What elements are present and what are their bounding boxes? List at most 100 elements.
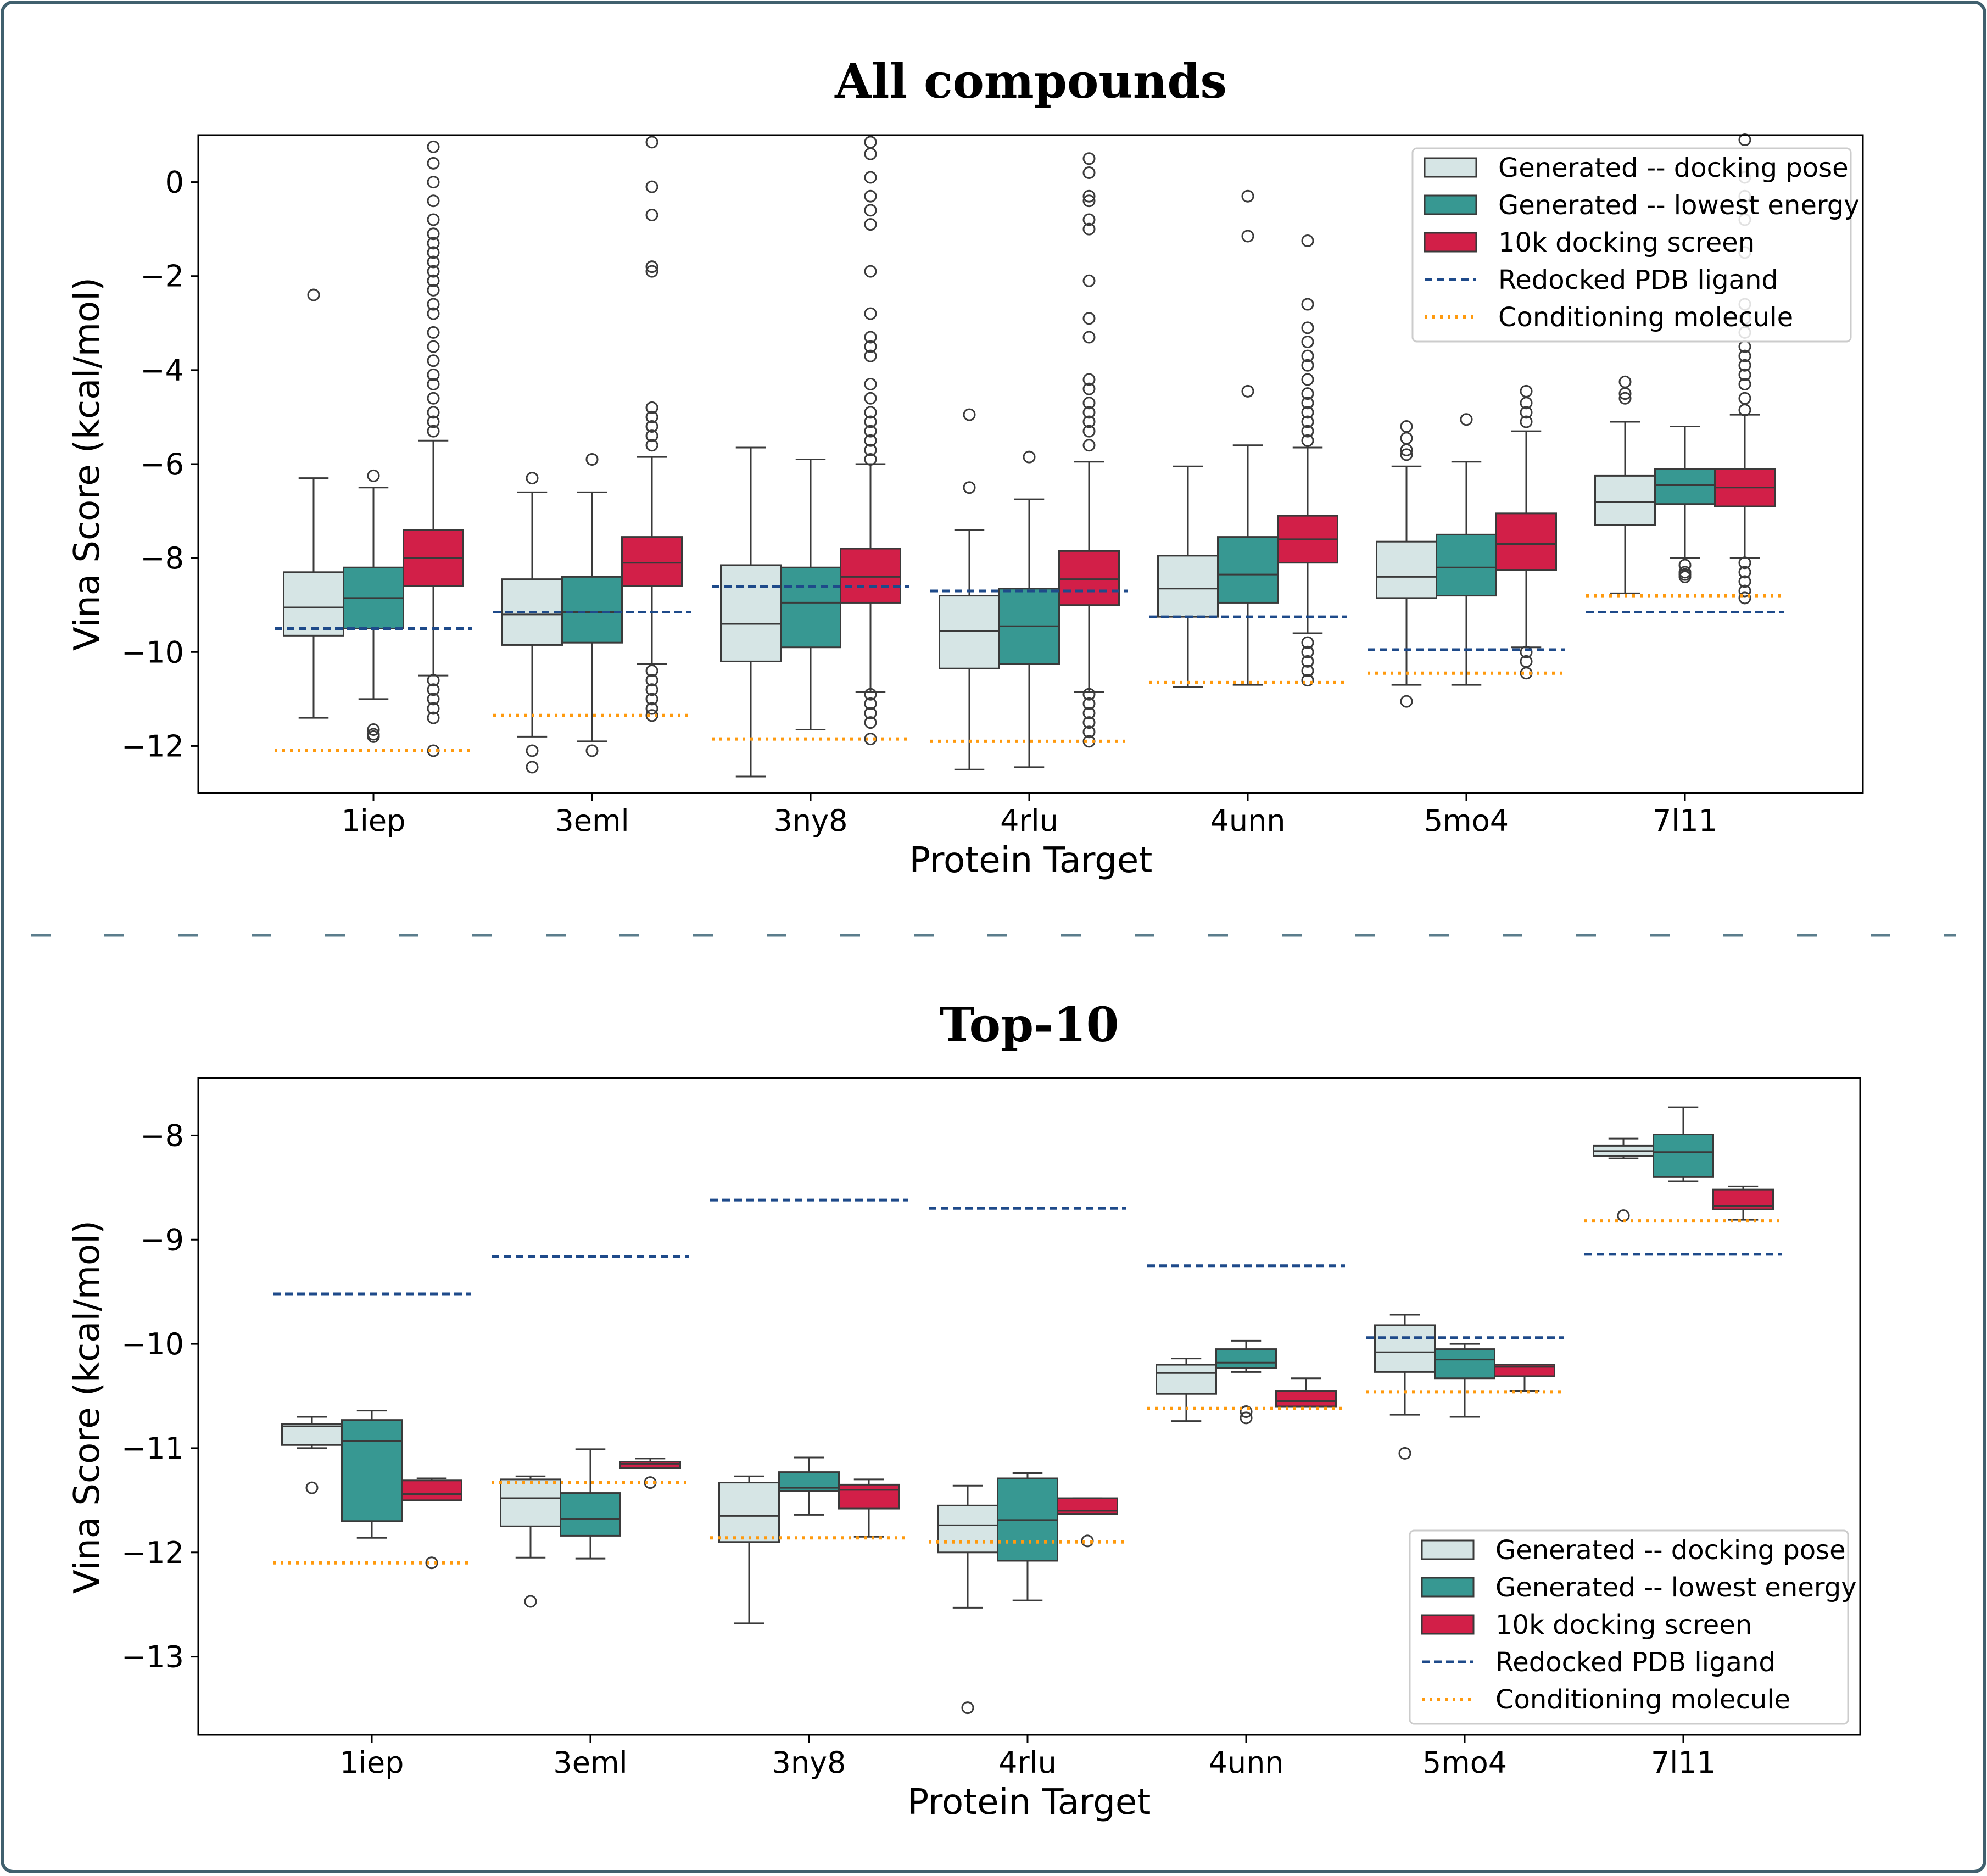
outlier-point <box>1301 349 1314 362</box>
box-3ny8-series-2 <box>840 136 901 746</box>
box-3ny8-series-0 <box>718 1475 780 1624</box>
outlier-point <box>864 307 877 320</box>
outlier-point <box>1738 566 1751 579</box>
legend-label-3: Redocked PDB ligand <box>1495 1647 1776 1678</box>
outlier-point <box>1520 415 1533 428</box>
outlier-point <box>1738 556 1751 570</box>
outlier-point <box>427 368 440 381</box>
box-iqr <box>718 1482 780 1543</box>
outlier-point <box>864 204 877 217</box>
box-5mo4-series-1 <box>1434 1343 1495 1418</box>
legend-label-0: Generated -- docking pose <box>1498 153 1849 183</box>
outlier-point <box>427 693 440 706</box>
outlier-point <box>427 378 440 391</box>
outlier-point <box>645 265 658 278</box>
outlier-point <box>1301 425 1314 438</box>
x-tick-label-5mo4: 5mo4 <box>1424 803 1509 838</box>
outlier-point <box>427 415 440 428</box>
legend-swatch-2 <box>1421 1614 1475 1635</box>
box-iqr <box>281 1423 343 1446</box>
outlier-point <box>1241 189 1254 203</box>
box-iqr <box>1374 1324 1436 1373</box>
outlier-point <box>526 744 539 757</box>
box-5mo4-series-0 <box>1374 1314 1436 1460</box>
legend-label-4: Conditioning molecule <box>1498 302 1793 333</box>
legend: Generated -- docking pose Generated -- lo… <box>1411 147 1860 343</box>
box-iqr <box>1654 468 1716 505</box>
box-3ny8-series-1 <box>778 1456 840 1516</box>
box-iqr <box>1653 1134 1714 1178</box>
outlier-point <box>1520 645 1533 658</box>
outlier-point <box>427 265 440 278</box>
outlier-point <box>645 420 658 433</box>
box-7l11-series-1 <box>1654 426 1716 583</box>
outlier-point <box>1301 674 1314 687</box>
outlier-point <box>864 434 877 447</box>
outlier-point <box>427 255 440 269</box>
box-iqr <box>1495 512 1557 571</box>
legend-box <box>1411 147 1852 343</box>
outlier-point <box>427 283 440 297</box>
box-iqr <box>1215 1348 1277 1369</box>
outlier-point <box>645 208 658 221</box>
box-iqr <box>401 1479 462 1501</box>
outlier-point <box>645 180 658 193</box>
outlier-point <box>1240 1405 1253 1418</box>
panel-clip-group <box>273 1106 1782 1715</box>
outlier-point <box>864 171 877 184</box>
outlier-point <box>1082 166 1096 179</box>
outlier-point <box>645 401 658 414</box>
outlier-point <box>427 392 440 405</box>
box-3eml-series-2 <box>621 136 683 722</box>
outlier-point <box>864 707 877 720</box>
x-tick-label-3ny8: 3ny8 <box>774 803 848 838</box>
outlier-point <box>1301 373 1314 386</box>
box-1iep-series-1 <box>341 1410 403 1539</box>
outlier-point <box>1738 575 1751 588</box>
outlier-point <box>645 702 658 715</box>
box-4unn-series-2 <box>1277 235 1338 687</box>
outlier-point <box>1082 152 1096 165</box>
box-iqr <box>1434 1348 1495 1380</box>
outlier-point <box>963 481 976 494</box>
outlier-point <box>1082 373 1096 386</box>
legend-swatch-0 <box>1424 157 1477 178</box>
box-iqr <box>1594 474 1656 526</box>
outlier-point <box>1301 387 1314 400</box>
legend-label-1: Generated -- lowest energy <box>1498 190 1860 221</box>
outlier-point <box>427 406 440 419</box>
outlier-point <box>1400 695 1413 708</box>
box-4unn-series-2 <box>1275 1377 1337 1408</box>
box-iqr <box>500 1478 561 1527</box>
outlier-point <box>1241 384 1254 398</box>
outlier-point <box>645 429 658 443</box>
box-3eml-series-1 <box>560 1448 621 1560</box>
legend-label-3: Redocked PDB ligand <box>1498 265 1778 295</box>
outlier-point <box>1738 368 1751 381</box>
outlier-point <box>427 140 440 153</box>
outlier-point <box>1738 584 1751 598</box>
y-tick-label: −9 <box>140 1222 184 1257</box>
legend-swatch-1 <box>1421 1577 1475 1598</box>
outlier-point <box>864 425 877 438</box>
outlier-point <box>864 392 877 405</box>
x-tick-label-3eml: 3eml <box>555 803 629 838</box>
outlier-point <box>864 218 877 231</box>
x-tick-label-3eml: 3eml <box>553 1745 627 1780</box>
box-iqr <box>1156 1364 1217 1395</box>
outlier-point <box>1082 222 1096 236</box>
y-tick-label: −12 <box>121 729 184 763</box>
panel2-plot-area: −8 −9 −10 −11 −12 −13 1iep 3eml 3ny8 4rlu 4unn 5mo4… <box>121 1106 1857 1780</box>
outlier-point <box>1618 392 1632 405</box>
outlier-point <box>427 354 440 367</box>
outlier-point <box>645 674 658 687</box>
outlier-point <box>427 674 440 687</box>
outlier-point <box>427 213 440 226</box>
outlier-point <box>864 716 877 729</box>
outlier-point <box>1082 415 1096 428</box>
outlier-point <box>307 288 320 302</box>
box-4rlu-series-1 <box>998 450 1060 768</box>
legend-label-2: 10k docking screen <box>1495 1610 1752 1640</box>
outlier-point <box>1460 413 1473 426</box>
